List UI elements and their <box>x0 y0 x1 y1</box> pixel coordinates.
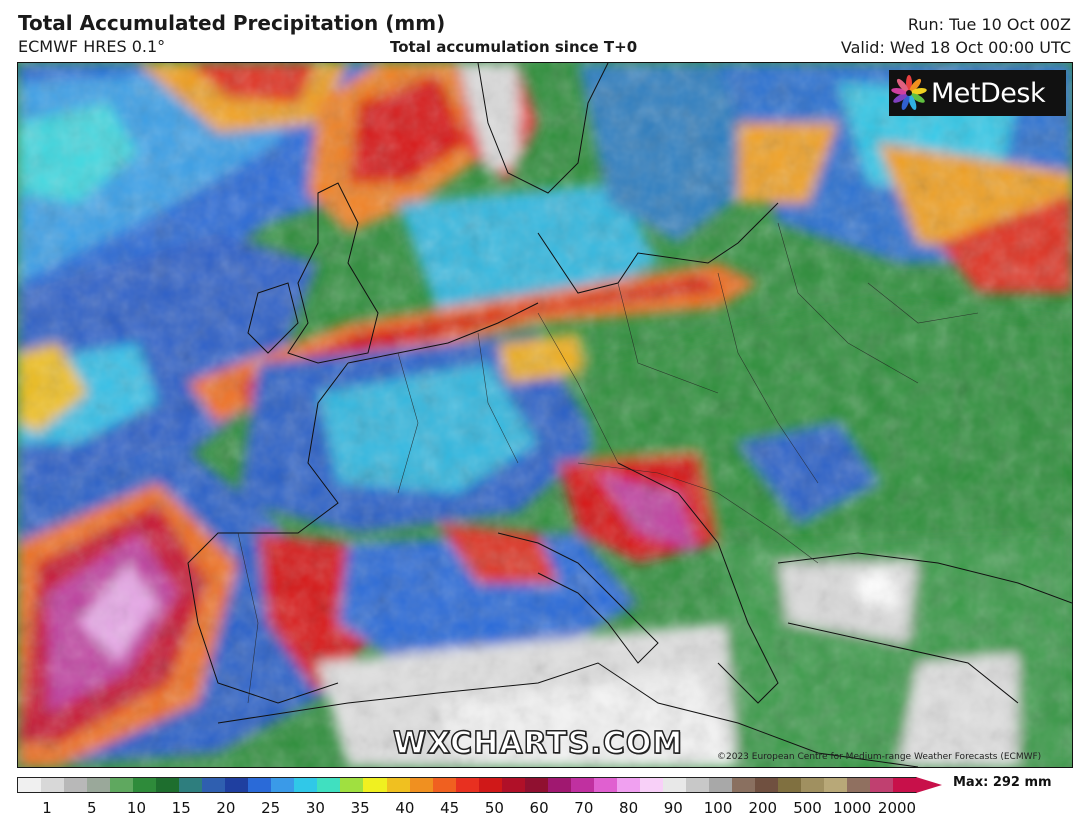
watermark: WXCHARTS.COM <box>392 725 684 762</box>
scale-segment <box>156 778 180 792</box>
scale-label: 1 <box>42 799 52 817</box>
scale-segment <box>110 778 134 792</box>
scale-segment <box>501 778 525 792</box>
scale-label: 200 <box>748 799 778 817</box>
scale-segment <box>41 778 65 792</box>
scale-label: 90 <box>663 799 683 817</box>
scale-segment <box>824 778 848 792</box>
scale-segment <box>64 778 88 792</box>
scale-segment <box>639 778 663 792</box>
scale-label: 15 <box>171 799 191 817</box>
chart-title: Total Accumulated Precipitation (mm) <box>18 11 446 35</box>
scale-label: 2000 <box>877 799 917 817</box>
scale-segment <box>248 778 272 792</box>
coastlines <box>187 63 1072 767</box>
precipitation-map[interactable] <box>17 62 1073 768</box>
scale-label: 50 <box>484 799 504 817</box>
scale-segment <box>870 778 894 792</box>
chart-subtitle: Total accumulation since T+0 <box>390 38 638 56</box>
scale-segment <box>317 778 341 792</box>
scale-label: 1000 <box>833 799 872 817</box>
scale-label: 30 <box>305 799 325 817</box>
valid-time: Valid: Wed 18 Oct 00:00 UTC <box>840 38 1071 57</box>
map-canvas <box>18 63 1072 767</box>
country-borders <box>237 222 979 704</box>
model-label: ECMWF HRES 0.1° <box>18 37 166 56</box>
scale-segment <box>87 778 111 792</box>
logo-text: MetDesk <box>931 77 1046 109</box>
scale-label: 70 <box>574 799 594 817</box>
scale-segment <box>731 778 755 792</box>
color-scale-bar <box>17 777 917 793</box>
scale-segment <box>570 778 594 792</box>
scale-segment <box>179 778 203 792</box>
scale-label: 80 <box>619 799 639 817</box>
scale-segment <box>593 778 617 792</box>
scale-segment <box>363 778 387 792</box>
scale-segment <box>662 778 686 792</box>
scale-label: 25 <box>261 799 281 817</box>
copyright-notice: ©2023 European Centre for Medium-range W… <box>717 752 1042 762</box>
scale-segment <box>755 778 779 792</box>
scale-label: 5 <box>86 799 97 817</box>
scale-segment <box>893 778 917 792</box>
scale-segment <box>271 778 295 792</box>
scale-label: 500 <box>793 799 822 817</box>
scale-segment <box>524 778 548 792</box>
scale-label: 10 <box>126 799 147 817</box>
scale-label: 60 <box>529 799 549 817</box>
scale-label: 100 <box>703 799 733 817</box>
scale-segment <box>202 778 226 792</box>
scale-segment <box>340 778 364 792</box>
scale-segment <box>685 778 709 792</box>
scale-label: 40 <box>395 799 415 817</box>
scale-segment <box>294 778 318 792</box>
scale-segment <box>778 778 802 792</box>
run-time: Run: Tue 10 Oct 00Z <box>907 15 1071 34</box>
scale-segment <box>18 778 42 792</box>
scale-labels: 1 5 10 15 20 25 30 35 40 45 50 60 70 80 90 100 200 500 100… <box>17 799 917 819</box>
scale-segment <box>409 778 433 792</box>
scale-segment <box>432 778 456 792</box>
scale-label: 35 <box>350 799 370 817</box>
scale-segment <box>616 778 640 792</box>
scale-segment <box>708 778 732 792</box>
scale-segment <box>225 778 249 792</box>
scale-segment <box>386 778 410 792</box>
scale-label: 20 <box>216 799 236 817</box>
scale-extend-arrow <box>916 777 942 793</box>
scale-segment <box>547 778 571 792</box>
scale-segment <box>801 778 825 792</box>
texture-overlay <box>18 63 1072 767</box>
scale-segment <box>133 778 157 792</box>
scale-label: 45 <box>440 799 460 817</box>
scale-segment <box>478 778 502 792</box>
scale-segment <box>455 778 479 792</box>
max-value: Max: 292 mm <box>953 775 1052 790</box>
scale-segment <box>847 778 871 792</box>
metdesk-logo: MetDesk <box>889 70 1066 116</box>
metdesk-flower-icon <box>891 75 927 110</box>
